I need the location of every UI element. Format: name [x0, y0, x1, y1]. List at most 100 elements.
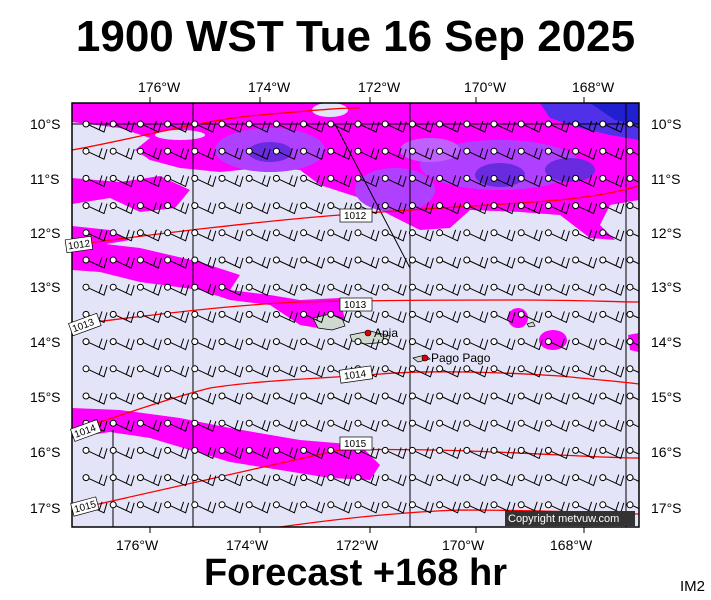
wind-station — [572, 365, 580, 373]
wind-station — [381, 147, 389, 155]
wind-barb — [279, 229, 298, 242]
wind-station — [164, 392, 172, 400]
wind-barb — [170, 202, 190, 215]
wind-barb — [387, 175, 407, 188]
wind-station — [300, 365, 308, 373]
wind-barb — [333, 148, 353, 160]
lon-label: 176°W — [138, 79, 181, 95]
wind-station — [463, 147, 471, 155]
wind-barb — [523, 175, 543, 188]
wind-barb — [333, 392, 353, 405]
wind-barb — [143, 175, 162, 188]
lat-label: 15°S — [651, 389, 682, 405]
wind-station — [245, 202, 253, 210]
wind-station — [490, 147, 498, 155]
wind-station — [164, 202, 172, 210]
wind-station — [463, 174, 471, 182]
land-manua — [526, 321, 536, 328]
wind-station — [599, 501, 607, 509]
wind-station — [599, 446, 607, 454]
wind-barb — [469, 311, 489, 324]
wind-station — [463, 310, 471, 318]
wind-barb — [115, 284, 135, 296]
wind-barb — [632, 505, 639, 510]
wind-station — [327, 174, 335, 182]
wind-barb — [496, 365, 516, 378]
wind-station — [599, 419, 607, 427]
wind-station — [272, 229, 280, 237]
wind-barb — [333, 284, 353, 296]
wind-station — [301, 529, 307, 535]
wind-barb — [115, 365, 135, 378]
wind-barb — [632, 369, 639, 374]
wind-station — [327, 310, 335, 318]
wind-station — [463, 283, 471, 291]
wind-station — [191, 446, 199, 454]
wind-barb — [279, 175, 298, 188]
wind-barb — [360, 148, 380, 160]
wind-barb — [578, 311, 598, 324]
wind-station — [626, 419, 634, 427]
wind-barb — [551, 284, 570, 296]
wind-station — [436, 365, 444, 373]
place-marker — [364, 329, 372, 337]
wind-barb — [415, 338, 434, 351]
wind-barb — [170, 148, 190, 160]
wind-barb — [224, 284, 244, 296]
wind-barb — [115, 120, 135, 133]
wind-station — [246, 529, 252, 535]
wind-station — [165, 529, 171, 535]
wind-station — [245, 365, 253, 373]
wind-barb — [387, 392, 407, 405]
wind-station — [490, 392, 498, 400]
wind-barb — [387, 365, 407, 378]
wind-barb — [632, 287, 639, 292]
wind-station — [109, 256, 117, 264]
wind-barb — [496, 202, 516, 215]
wind-barb — [143, 256, 162, 269]
wind-station — [327, 474, 335, 482]
lat-label: 16°S — [30, 444, 61, 460]
wind-station — [518, 529, 524, 535]
wind-station — [408, 419, 416, 427]
wind-station — [136, 256, 144, 264]
wind-station — [245, 147, 253, 155]
wind-barb — [88, 474, 108, 487]
wind-station — [436, 419, 444, 427]
wind-station — [300, 256, 308, 264]
wind-barb — [333, 120, 353, 133]
wind-station — [164, 419, 172, 427]
wind-barb — [279, 474, 298, 487]
wind-station — [436, 147, 444, 155]
lat-axis-left: 10°S 11°S 12°S 13°S 14°S 15°S 16°S 17°S — [30, 116, 61, 516]
wind-station — [327, 501, 335, 509]
wind-station — [164, 229, 172, 237]
lat-label: 13°S — [30, 279, 61, 295]
wind-station — [191, 202, 199, 210]
wind-barb — [578, 338, 598, 351]
wind-station — [408, 392, 416, 400]
wind-barb — [251, 148, 271, 160]
wind-station — [408, 174, 416, 182]
wind-barb — [251, 447, 271, 460]
wind-barb — [197, 311, 217, 324]
wind-station — [572, 338, 580, 346]
wind-barb — [496, 420, 516, 432]
wind-barb — [632, 478, 639, 482]
wind-station — [436, 202, 444, 210]
isobar-label: 1013 — [344, 300, 367, 311]
wind-station — [136, 120, 144, 128]
wind-barb — [306, 447, 326, 460]
rain-core — [545, 158, 595, 182]
wind-barb — [143, 420, 162, 432]
wind-station — [381, 338, 389, 346]
wind-barb — [523, 311, 543, 324]
wind-station — [109, 419, 117, 427]
wind-barb — [360, 447, 380, 460]
wind-barb — [578, 284, 598, 296]
wind-barb — [387, 501, 407, 514]
wind-barb — [360, 474, 380, 487]
wind-station — [327, 365, 335, 373]
wind-barb — [197, 256, 217, 269]
image-id-label: IM2 — [679, 578, 705, 595]
